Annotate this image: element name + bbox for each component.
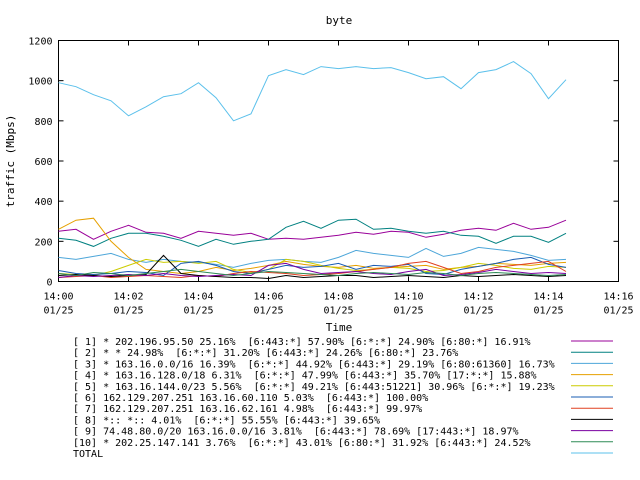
legend: [ 1] * 202.196.95.50 25.16% [6:443:*] 57… — [73, 337, 613, 460]
y-tick-label: 600 — [34, 157, 52, 168]
y-axis: 0 200 400 600 800 1000 1200 — [28, 37, 619, 289]
y-tick-label: 0 — [46, 278, 52, 289]
series-line-10 — [58, 268, 567, 277]
x-tick-label-time: 14:16 — [603, 292, 633, 303]
x-tick-label-date: 01/25 — [393, 306, 423, 317]
series-line-4 — [58, 217, 567, 275]
x-tick-label-date: 01/25 — [463, 306, 493, 317]
legend-label: [ 4] * 163.16.128.0/18 6.31% [6:*:*] 47.… — [73, 371, 537, 382]
series-line-6 — [58, 256, 567, 277]
legend-label: [ 7] 162.129.207.251 163.16.62.161 4.98%… — [73, 404, 422, 415]
x-tick-label-time: 14:14 — [533, 292, 563, 303]
x-tick-label-time: 14:10 — [393, 292, 423, 303]
y-tick-label: 400 — [34, 197, 52, 208]
x-tick-label-date: 01/25 — [183, 306, 213, 317]
series-line-2 — [58, 218, 567, 247]
y-axis-label: traffic (Mbps) — [4, 115, 17, 208]
x-tick-label-time: 14:12 — [463, 292, 493, 303]
y-tick-label: 1200 — [28, 37, 52, 48]
x-tick-label-date: 01/25 — [113, 306, 143, 317]
x-tick-label-date: 01/25 — [253, 306, 283, 317]
x-tick-label-date: 01/25 — [533, 306, 563, 317]
chart-title: byte — [326, 14, 353, 27]
legend-label: [ 6] 162.129.207.251 163.16.60.110 5.03%… — [73, 393, 428, 404]
legend-label: [ 5] * 163.16.144.0/23 5.56% [6:*:*] 49.… — [73, 382, 555, 393]
x-tick-label-time: 14:06 — [253, 292, 283, 303]
legend-label: TOTAL — [73, 449, 103, 460]
series-line-11 — [58, 61, 567, 122]
x-tick-label-time: 14:02 — [113, 292, 143, 303]
legend-label: [ 1] * 202.196.95.50 25.16% [6:443:*] 57… — [73, 337, 531, 348]
x-tick-label-time: 14:00 — [43, 292, 73, 303]
y-tick-label: 200 — [34, 237, 52, 248]
series-line-5 — [58, 258, 567, 277]
series-line-1 — [58, 219, 567, 240]
x-tick-label-time: 14:08 — [323, 292, 353, 303]
legend-label: [ 9] 74.48.80.0/20 163.16.0.0/16 3.81% [… — [73, 427, 519, 438]
series-line-9 — [58, 262, 567, 278]
x-tick-label-date: 01/25 — [43, 306, 73, 317]
x-axis-label: Time — [326, 321, 353, 334]
plot-area — [58, 40, 619, 282]
x-tick-label-date: 01/25 — [603, 306, 633, 317]
x-tick-label-date: 01/25 — [323, 306, 353, 317]
series-lines — [58, 61, 567, 280]
legend-label: [ 3] * 163.16.0.0/16 16.39% [6:*:*] 44.9… — [73, 359, 555, 370]
series-line-3 — [58, 246, 567, 268]
x-tick-label-time: 14:04 — [183, 292, 213, 303]
x-axis: 14:00 01/25 14:02 01/25 14:04 01/25 14:06 01/25… — [43, 40, 634, 317]
legend-label: [10] * 202.25.147.141 3.76% [6:*:*] 43.0… — [73, 438, 531, 449]
series-line-8 — [58, 254, 567, 280]
y-tick-label: 1000 — [28, 77, 52, 88]
y-tick-label: 800 — [34, 117, 52, 128]
legend-label: [ 2] * * 24.98% [6:*:*] 31.20% [6:443:*]… — [73, 348, 458, 359]
legend-label: [ 8] *:: *:: 4.01% [6:*:*] 55.55% [6:443… — [73, 415, 380, 426]
